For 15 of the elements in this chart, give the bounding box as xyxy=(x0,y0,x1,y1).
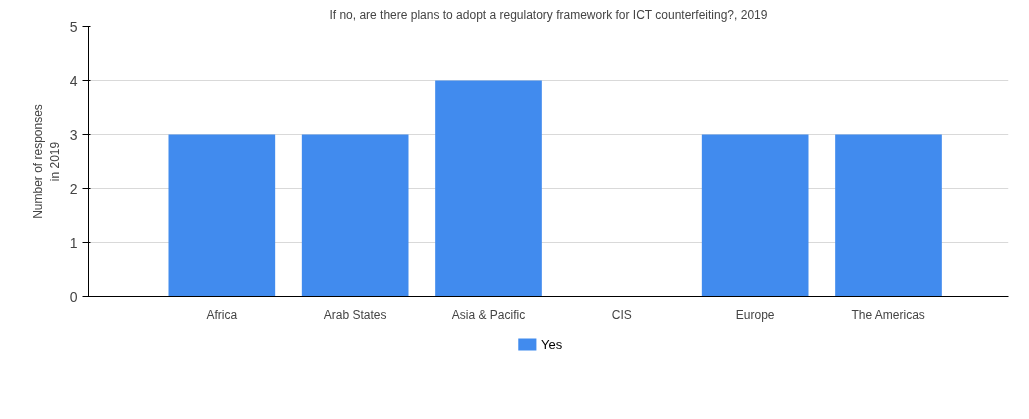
y-tick-label: 4 xyxy=(69,72,78,89)
x-tick-label: Asia & Pacific xyxy=(451,307,526,322)
y-tick-label: 1 xyxy=(69,234,78,251)
y-tick-label: 2 xyxy=(69,180,78,197)
y-tick-label: 0 xyxy=(69,288,78,305)
y-tick-label: 5 xyxy=(69,18,78,35)
chart-title: If no, are there plans to adopt a regulatory framework for ICT counterfeiting?, 2019 xyxy=(329,7,768,22)
x-tick-label: Europe xyxy=(735,307,775,322)
x-tick-label: The Americas xyxy=(851,307,925,322)
x-tick-label: CIS xyxy=(611,307,632,322)
x-tick-label: Arab States xyxy=(323,307,387,322)
y-tick-label: 3 xyxy=(69,126,78,143)
legend-label: Yes xyxy=(540,337,563,352)
x-tick-label: Africa xyxy=(206,307,238,322)
y-axis-title: Number of responses in 2019 xyxy=(30,104,62,219)
